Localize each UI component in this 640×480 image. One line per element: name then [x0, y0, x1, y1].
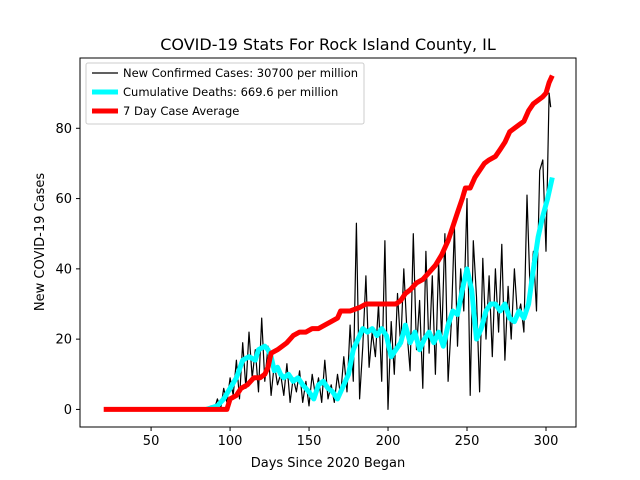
x-tick-label: 300: [534, 434, 559, 449]
y-axis-ticks: 0 20 40 60 80: [55, 122, 80, 418]
legend-label-deaths: Cumulative Deaths: 669.6 per million: [123, 85, 338, 99]
chart-title: COVID-19 Stats For Rock Island County, I…: [160, 35, 496, 54]
y-tick-label: 20: [55, 333, 72, 348]
x-tick-label: 200: [376, 434, 401, 449]
plot-lines: [103, 74, 555, 412]
case-average-line: [103, 74, 555, 412]
legend-box: [85, 62, 365, 125]
y-axis-label: New COVID-19 Cases: [33, 173, 48, 311]
y-tick-label: 80: [55, 122, 72, 137]
x-axis-ticks: 50 100 150 200 250 300: [143, 427, 559, 449]
y-tick-label: 0: [64, 403, 72, 418]
legend: New Confirmed Cases: 30700 per million C…: [85, 62, 365, 125]
x-tick-label: 250: [455, 434, 480, 449]
legend-label-case-average: 7 Day Case Average: [123, 104, 239, 118]
y-tick-label: 40: [55, 262, 72, 277]
y-tick-label: 60: [55, 192, 72, 207]
x-axis-label: Days Since 2020 Began: [251, 456, 406, 471]
cumulative-deaths-line: [205, 176, 555, 412]
plot-area-frame: [79, 57, 577, 428]
legend-label-new-cases: New Confirmed Cases: 30700 per million: [123, 66, 358, 80]
x-tick-label: 100: [218, 434, 243, 449]
x-tick-label: 50: [143, 434, 160, 449]
x-tick-label: 150: [297, 434, 322, 449]
